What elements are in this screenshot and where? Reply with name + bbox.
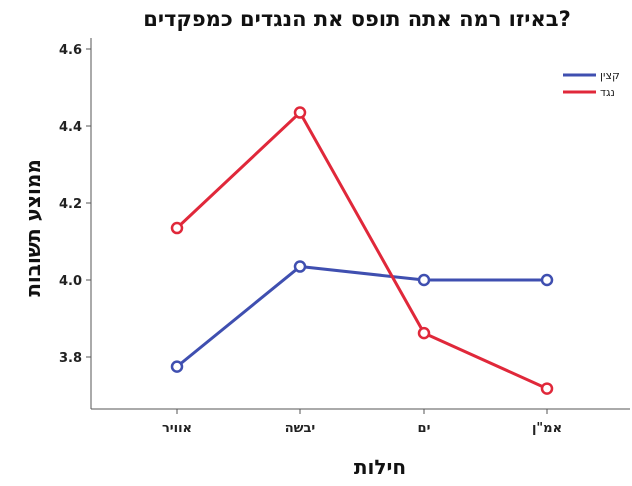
data-point bbox=[540, 273, 554, 287]
series-1 bbox=[170, 106, 554, 395]
plot-frame bbox=[90, 38, 630, 410]
y-tick-label: 4.4 bbox=[59, 120, 82, 135]
data-point bbox=[170, 360, 184, 373]
data-point bbox=[293, 106, 307, 119]
series-layer bbox=[170, 106, 554, 395]
data-point bbox=[293, 260, 307, 273]
data-point bbox=[417, 326, 431, 340]
data-point bbox=[417, 273, 431, 287]
legend-label: נגד bbox=[600, 86, 615, 99]
y-tick-label: 3.8 bbox=[59, 351, 82, 366]
series-0 bbox=[170, 260, 554, 373]
data-point bbox=[170, 221, 184, 235]
x-tick-label: יבשה bbox=[285, 421, 316, 436]
series-line bbox=[175, 111, 548, 390]
y-tick-label: 4.6 bbox=[59, 43, 82, 58]
legend-label: קצין bbox=[600, 69, 620, 82]
y-tick-label: 4.2 bbox=[59, 197, 82, 212]
x-tick-label: אמ"ן bbox=[532, 421, 562, 436]
chart-title: באיזו רמה אתה תופס את הנגדים כמפקדים? bbox=[143, 7, 571, 31]
x-axis-title: חילות bbox=[354, 455, 406, 479]
series-line bbox=[176, 265, 547, 368]
y-tick-label: 4.0 bbox=[59, 274, 82, 289]
legend: קצין נגד bbox=[563, 69, 620, 99]
x-tick-label: אוויר bbox=[162, 421, 192, 436]
y-axis-ticks: 3.8 4.0 4.2 4.4 4.6 bbox=[59, 43, 91, 366]
x-tick-label: ים bbox=[418, 421, 431, 436]
y-axis-title: ממוצע תשובות bbox=[21, 159, 45, 297]
data-point bbox=[540, 382, 554, 395]
x-axis-ticks: אוויר יבשה ים אמ"ן bbox=[162, 409, 562, 436]
